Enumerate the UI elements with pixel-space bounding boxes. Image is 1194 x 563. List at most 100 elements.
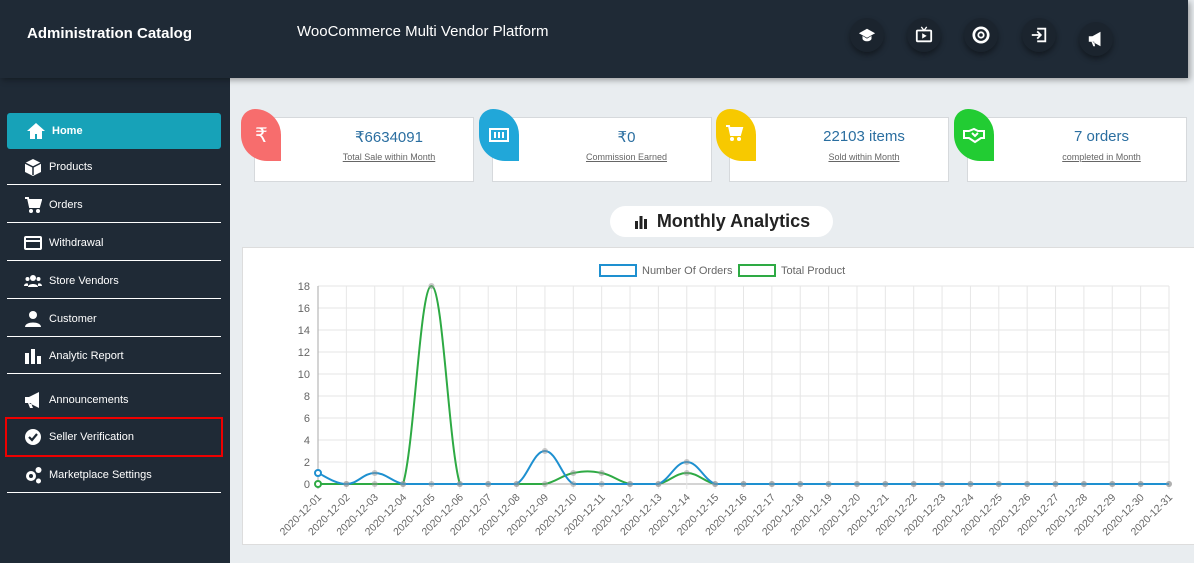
gears-icon (26, 466, 42, 483)
stat-badge (716, 109, 756, 161)
data-point (456, 481, 463, 487)
svg-text:₹: ₹ (255, 124, 268, 146)
sidebar-item-home[interactable]: Home (7, 113, 221, 149)
legend-label: Total Product (781, 265, 845, 277)
legend-swatch (738, 264, 776, 277)
tv-play-icon[interactable] (907, 18, 941, 52)
money-icon (488, 128, 509, 142)
sidebar-item-label: Home (52, 125, 83, 137)
stat-badge: ₹ (241, 109, 281, 161)
sidebar-item-seller-verification[interactable]: Seller Verification (5, 417, 223, 457)
stat-badge (478, 109, 519, 161)
sidebar-item-products[interactable]: Products (7, 149, 221, 185)
section-title-text: Monthly Analytics (656, 211, 811, 231)
bar-chart-icon (25, 348, 41, 364)
data-point (853, 481, 860, 487)
data-point (371, 481, 378, 487)
y-tick-label: 8 (304, 391, 310, 403)
legend-swatch (599, 264, 637, 277)
sidebar-item-analytic-report[interactable]: Analytic Report (7, 338, 221, 374)
cart-icon (25, 196, 42, 213)
data-point (1080, 481, 1087, 487)
data-point (825, 481, 832, 487)
stat-card: ₹0 Commission Earned (478, 109, 712, 182)
stat-value: 22103 items (823, 128, 905, 145)
data-point (1166, 481, 1172, 487)
section-title: Monthly Analytics (610, 206, 833, 237)
data-point (967, 481, 974, 487)
data-point (882, 481, 889, 487)
y-tick-label: 10 (298, 369, 310, 381)
user-icon (25, 310, 41, 327)
data-point (428, 481, 435, 487)
sidebar-item-label: Customer (49, 312, 97, 325)
megaphone-icon (25, 392, 39, 408)
data-point (570, 470, 577, 476)
data-point (740, 481, 747, 487)
home-icon (27, 123, 45, 139)
y-tick-label: 0 (304, 479, 310, 491)
y-tick-label: 18 (298, 281, 310, 293)
sidebar-item-label: Analytic Report (49, 349, 124, 362)
stat-card: ₹ ₹6634091 Total Sale within Month (241, 109, 474, 182)
data-point (797, 481, 804, 487)
life-ring-icon[interactable] (964, 18, 998, 52)
data-point (598, 470, 605, 476)
legend-label: Number Of Orders (642, 265, 733, 277)
data-point (541, 481, 548, 487)
data-point (712, 481, 719, 487)
y-tick-label: 14 (298, 325, 310, 337)
data-point (371, 470, 378, 476)
sidebar-item-label: Marketplace Settings (49, 468, 152, 481)
y-tick-label: 4 (304, 435, 310, 447)
stat-label-link[interactable]: Sold within Month (828, 152, 900, 162)
data-point (541, 448, 548, 454)
stat-label-link[interactable]: Total Sale within Month (342, 152, 436, 162)
platform-title: WooCommerce Multi Vendor Platform (297, 23, 549, 40)
y-tick-label: 6 (304, 413, 310, 425)
sidebar-item-label: Announcements (49, 394, 129, 406)
box-icon (24, 158, 42, 176)
data-point (428, 283, 435, 289)
stat-label-link[interactable]: completed in Month (1062, 152, 1141, 162)
graduation-cap-icon[interactable] (850, 18, 884, 52)
data-point (683, 470, 690, 476)
sidebar-item-announcements[interactable]: Announcements (7, 382, 221, 419)
data-point (655, 481, 662, 487)
rupee-icon: ₹ (255, 124, 268, 146)
sidebar-item-label: Orders (49, 198, 83, 211)
monthly-analytics-chart: 0 2 4 6 8 10 12 14 16 18 2020-12-01 2020-12-02 2020-… (242, 247, 1194, 545)
sidebar-item-label: Store Vendors (49, 274, 119, 287)
sidebar-item-label: Seller Verification (49, 431, 134, 443)
data-point (598, 481, 605, 487)
stat-card: 22103 items Sold within Month (716, 109, 949, 182)
megaphone-icon[interactable] (1079, 22, 1113, 56)
sidebar-item-label: Products (49, 160, 93, 173)
check-circle-icon (25, 429, 41, 445)
data-point (768, 481, 775, 487)
data-point (683, 459, 690, 465)
sidebar-item-customer[interactable]: Customer (7, 301, 221, 337)
handshake-icon (962, 127, 985, 144)
sidebar-item-store-vendors[interactable]: Store Vendors (7, 263, 221, 299)
sidebar-item-marketplace-settings[interactable]: Marketplace Settings (7, 457, 221, 493)
credit-card-icon (24, 235, 42, 250)
sign-in-icon[interactable] (1022, 18, 1056, 52)
data-point (910, 481, 917, 487)
stat-value: ₹6634091 (355, 129, 423, 146)
data-point (1024, 481, 1031, 487)
data-point (400, 481, 407, 487)
sidebar-item-orders[interactable]: Orders (7, 187, 221, 223)
data-point (995, 481, 1002, 487)
bar-chart-icon (634, 215, 647, 229)
sidebar-item-label: Withdrawal (49, 236, 104, 249)
top-bar: Administration Catalog WooCommerce Multi… (0, 0, 1188, 78)
y-tick-label: 12 (298, 347, 310, 359)
stat-badge (953, 109, 994, 161)
sidebar-item-withdrawal[interactable]: Withdrawal (7, 225, 221, 261)
stat-value: ₹0 (617, 129, 636, 146)
data-point (939, 481, 946, 487)
stat-label-link[interactable]: Commission Earned (585, 152, 668, 162)
brand-title: Administration Catalog (27, 25, 193, 42)
line-chart: 0246810121416182020-12-012020-12-022020-… (278, 264, 1175, 538)
